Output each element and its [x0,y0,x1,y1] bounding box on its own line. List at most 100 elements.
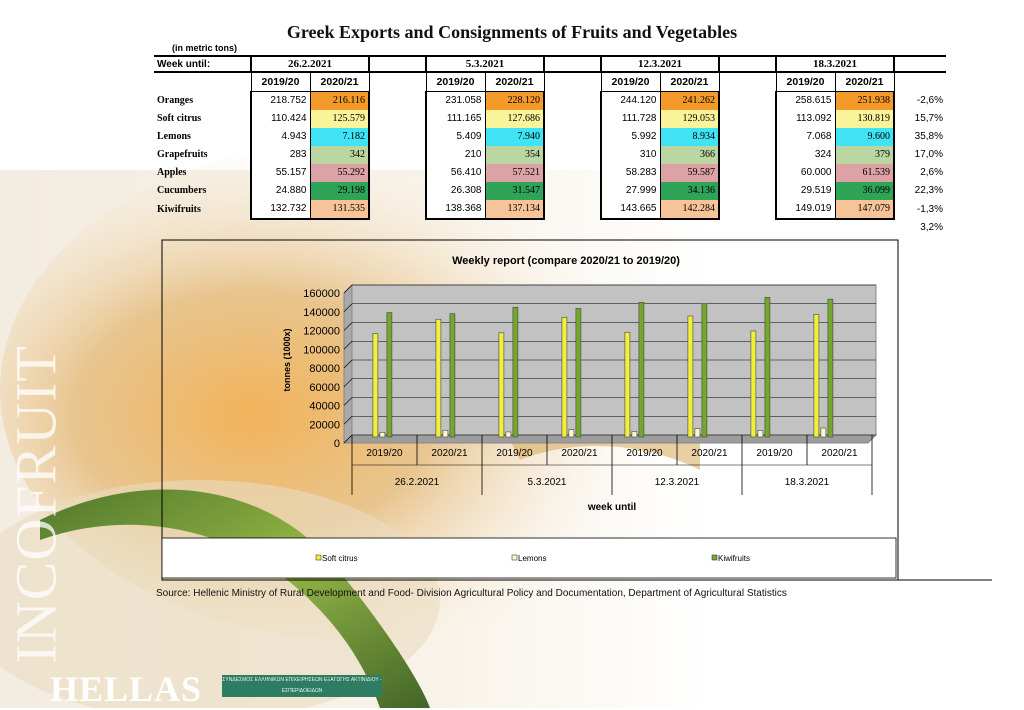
bar-soft-citrus [436,319,441,437]
x-tick-label: 2020/21 [821,448,858,459]
column-gap [894,56,946,72]
column-gap [369,91,426,110]
blank-cell [369,219,426,236]
bar-kiwifruits [576,308,581,437]
legend-label: Lemons [518,554,546,563]
bar-kiwifruits [450,314,455,437]
blank-cell [426,219,485,236]
value-2020-21: 34.136 [660,182,719,200]
season-label: 2020/21 [835,72,894,91]
value-2019-20: 29.519 [776,182,835,200]
chart-container: Weekly report (compare 2020/21 to 2019/2… [156,237,998,585]
value-2019-20: 5.409 [426,128,485,146]
bar-lemons [569,430,574,437]
product-name: Grapefruits [154,146,251,164]
bar-soft-citrus [373,333,378,437]
value-2019-20: 111.165 [426,110,485,128]
value-2020-21: 31.547 [485,182,544,200]
bar-soft-citrus [625,332,630,437]
table-row: Lemons 4.943 7.182 5.409 7.940 5.992 8.934 7.06… [154,128,946,146]
column-gap [369,110,426,128]
legend-label: Soft citrus [322,554,358,563]
change-percent: 15,7% [894,110,946,128]
value-2020-21: 57.521 [485,164,544,182]
week-date: 26.2.2021 [251,56,369,72]
column-gap [544,128,601,146]
value-2019-20: 310 [601,146,660,164]
value-2020-21: 55.292 [310,164,369,182]
week-date: 12.3.2021 [601,56,719,72]
season-label: 2020/21 [485,72,544,91]
y-tick-label: 100000 [303,344,340,356]
value-2019-20: 56.410 [426,164,485,182]
column-gap [719,200,776,219]
product-name: Kiwifruits [154,200,251,219]
value-2020-21: 216.116 [310,91,369,110]
season-label: 2019/20 [601,72,660,91]
blank-cell [310,219,369,236]
value-2019-20: 27.999 [601,182,660,200]
product-name: Lemons [154,128,251,146]
change-percent: 22,3% [894,182,946,200]
season-label: 2019/20 [776,72,835,91]
x-tick-label: 2019/20 [496,448,533,459]
change-percent: 35,8% [894,128,946,146]
y-axis-label: tonnes (1000x) [282,328,292,391]
blank-cell [601,219,660,236]
y-tick-label: 0 [334,438,340,450]
change-percent: 17,0% [894,146,946,164]
column-gap [719,72,776,91]
value-2019-20: 111.728 [601,110,660,128]
value-2019-20: 7.068 [776,128,835,146]
value-2019-20: 5.992 [601,128,660,146]
value-2019-20: 110.424 [251,110,310,128]
bar-kiwifruits [513,307,518,437]
value-2020-21: 131.535 [310,200,369,219]
value-2019-20: 138.368 [426,200,485,219]
column-gap [719,110,776,128]
plot-floor [344,435,876,443]
bar-lemons [632,431,637,437]
x-tick-label: 2020/21 [561,448,598,459]
value-2019-20: 132.732 [251,200,310,219]
x-group-label: 18.3.2021 [785,477,830,488]
x-tick-label: 2019/20 [626,448,663,459]
brand-hellas: HELLAS [50,668,202,710]
column-gap [719,146,776,164]
table-row: Kiwifruits 132.732 131.535 138.368 137.134 14… [154,200,946,219]
value-2019-20: 113.092 [776,110,835,128]
blank-cell [485,219,544,236]
y-tick-label: 20000 [309,419,340,431]
table-row: Soft citrus 110.424 125.579 111.165 127.686 1… [154,110,946,128]
blank-cell [660,219,719,236]
blank-cell [154,72,251,91]
value-2019-20: 210 [426,146,485,164]
table-row: Apples 55.157 55.292 56.410 57.521 58.283 59.5… [154,164,946,182]
bar-kiwifruits [387,313,392,437]
bar-kiwifruits [765,297,770,437]
bar-soft-citrus [814,314,819,437]
season-header-row: 2019/20 2020/21 2019/20 2020/21 2019/20 2020/… [154,72,946,91]
value-2019-20: 244.120 [601,91,660,110]
column-gap [544,182,601,200]
bar-lemons [380,432,385,437]
value-2019-20: 149.019 [776,200,835,219]
x-tick-label: 2019/20 [366,448,403,459]
bar-lemons [821,428,826,437]
value-2019-20: 218.752 [251,91,310,110]
value-2020-21: 59.587 [660,164,719,182]
blank-cell [776,219,835,236]
column-gap [719,91,776,110]
value-2020-21: 354 [485,146,544,164]
x-axis-label: week until [587,502,637,513]
value-2020-21: 7.940 [485,128,544,146]
value-2019-20: 283 [251,146,310,164]
value-2020-21: 251.938 [835,91,894,110]
weekly-bar-chart: Weekly report (compare 2020/21 to 2019/2… [156,237,998,585]
column-gap [544,56,601,72]
column-gap [544,110,601,128]
value-2020-21: 241.262 [660,91,719,110]
change-percent: -1,3% [894,200,946,219]
product-name: Apples [154,164,251,182]
blank-cell [154,219,251,236]
